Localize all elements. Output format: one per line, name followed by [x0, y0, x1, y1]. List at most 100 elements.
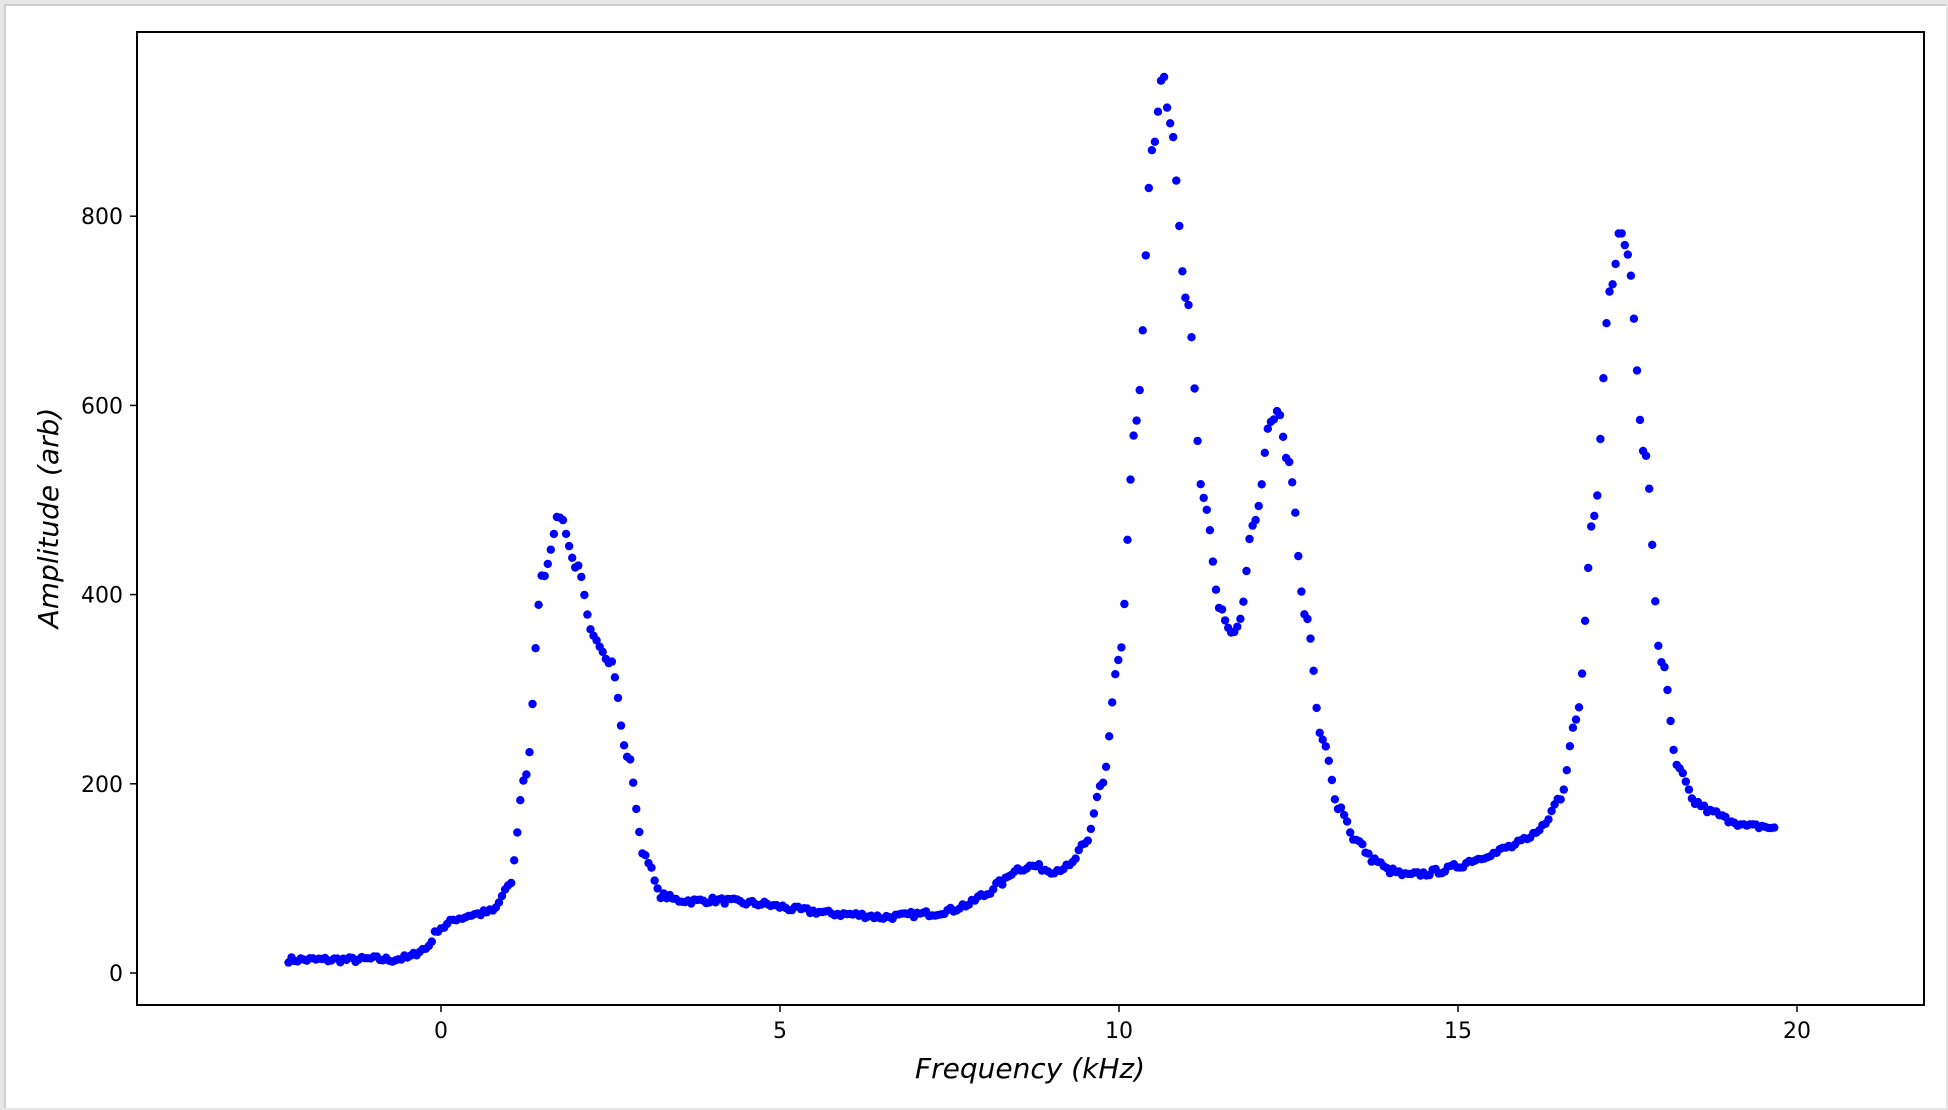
x-tick-label: 20 [1783, 1019, 1811, 1044]
data-point [1641, 451, 1651, 460]
data-point [1669, 745, 1678, 755]
data-point [1599, 374, 1608, 383]
x-tick-label: 0 [434, 1019, 448, 1044]
figure-canvas: 0 5 10 15 20 0 200 400 600 800 Frequency (kHz) A… [4, 4, 1946, 1108]
data-point [1324, 756, 1334, 765]
data-point [1083, 836, 1093, 845]
data-point [1364, 849, 1373, 858]
data-point [1233, 622, 1242, 631]
data-point [1239, 597, 1248, 606]
data-point [1303, 614, 1312, 624]
data-point [564, 541, 574, 551]
data-point [574, 561, 583, 570]
data-point [1034, 860, 1044, 869]
data-point [513, 828, 522, 837]
data-point [629, 778, 638, 787]
data-point [1071, 854, 1080, 863]
data-point [528, 699, 537, 709]
data-point [1358, 840, 1367, 849]
data-point [568, 553, 577, 562]
data-point [1346, 828, 1355, 837]
data-point [1108, 698, 1117, 707]
y-axis-ticks: 0 200 400 600 800 [81, 205, 137, 987]
data-point [1263, 424, 1273, 433]
x-tick-label: 10 [1105, 1019, 1133, 1044]
x-tick-label: 5 [773, 1019, 787, 1044]
data-point [522, 770, 531, 779]
data-point [1269, 415, 1279, 424]
data-point [1660, 662, 1669, 672]
data-point [1178, 267, 1187, 276]
data-point [1211, 585, 1221, 594]
y-tick-label: 0 [109, 962, 123, 987]
data-point [650, 876, 659, 885]
data-point [1242, 566, 1251, 576]
data-point [1342, 817, 1352, 826]
data-point [1245, 534, 1254, 544]
data-point [1648, 540, 1657, 549]
data-point [1620, 240, 1630, 250]
data-point [1574, 703, 1584, 712]
data-point [543, 559, 552, 569]
data-point [592, 636, 601, 645]
data-point [1626, 271, 1636, 280]
data-point [619, 741, 629, 750]
data-point [1199, 493, 1208, 503]
data-point [1205, 526, 1215, 535]
data-point [1547, 806, 1556, 816]
data-point [1257, 480, 1266, 489]
data-point [1105, 732, 1114, 741]
data-point [1089, 809, 1099, 818]
data-point [1632, 366, 1642, 375]
data-point [998, 880, 1007, 889]
data-point [494, 898, 504, 907]
data-point [1129, 431, 1138, 440]
data-point [1184, 300, 1193, 310]
data-point [1684, 785, 1694, 794]
data-point [546, 545, 555, 554]
data-point [1208, 557, 1218, 566]
y-tick-label: 600 [81, 394, 123, 419]
data-point [1147, 146, 1157, 155]
data-point [1196, 480, 1205, 489]
data-point [1153, 107, 1163, 116]
data-point [1098, 778, 1108, 787]
data-point [1590, 511, 1599, 521]
data-point [1260, 448, 1270, 457]
data-point [507, 878, 516, 888]
data-point [607, 657, 617, 666]
data-point [1544, 815, 1553, 824]
data-point [1571, 715, 1581, 724]
data-point [1587, 522, 1596, 531]
data-point [1699, 801, 1709, 810]
y-tick-label: 200 [81, 773, 123, 798]
data-point [1251, 515, 1260, 525]
y-tick-label: 800 [81, 205, 123, 230]
data-point [647, 863, 656, 872]
data-point [1663, 685, 1672, 695]
data-point [1617, 229, 1626, 238]
data-point [1321, 742, 1331, 751]
data-point [497, 891, 507, 901]
data-point [1117, 643, 1126, 652]
scatter-chart: 0 5 10 15 20 0 200 400 600 800 Frequency (kHz) A… [32, 31, 1925, 1085]
data-point [1580, 616, 1590, 625]
data-point [1315, 728, 1324, 737]
data-point [1593, 491, 1602, 500]
data-point [1584, 563, 1593, 573]
y-tick-label: 400 [81, 584, 123, 609]
data-point [1120, 599, 1129, 609]
data-point [1556, 795, 1565, 804]
data-point [1602, 319, 1611, 328]
data-point [1236, 614, 1245, 623]
data-point [616, 721, 626, 730]
data-point [1678, 768, 1688, 778]
data-point [583, 610, 592, 619]
data-point [1150, 137, 1160, 146]
x-axis-label: Frequency (kHz) [915, 1052, 1145, 1085]
data-point [1294, 551, 1303, 561]
data-point [1159, 72, 1169, 82]
data-point [598, 647, 607, 657]
data-point [1172, 176, 1181, 185]
data-point [1306, 634, 1315, 643]
